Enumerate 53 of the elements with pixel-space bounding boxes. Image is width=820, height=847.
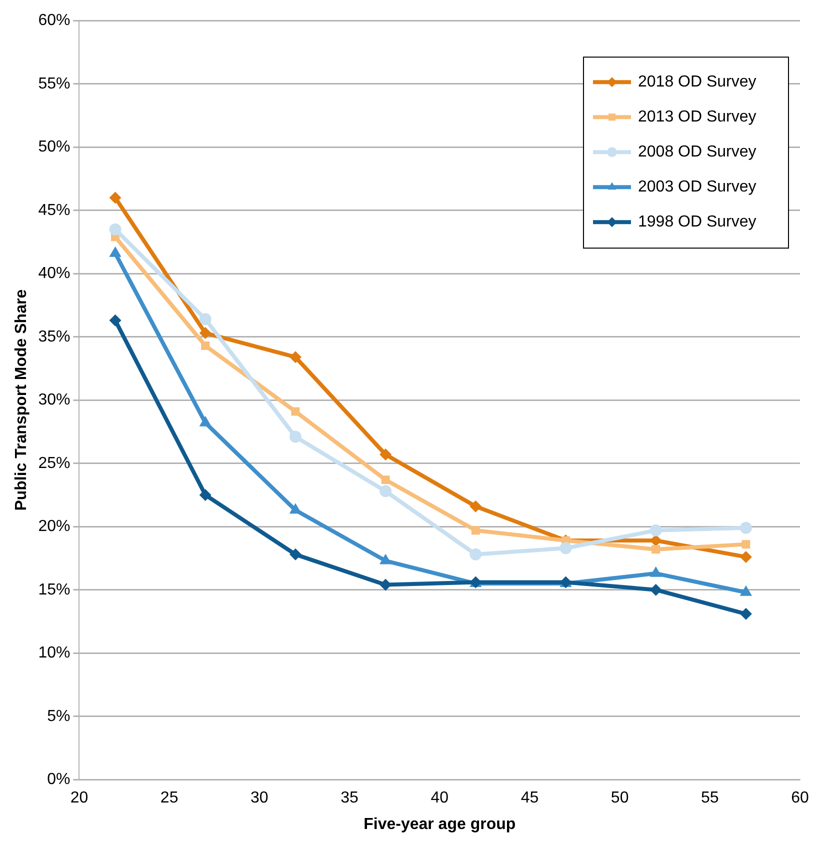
legend-label: 1998 OD Survey (638, 214, 756, 231)
point (199, 488, 212, 501)
point (109, 223, 122, 236)
point (380, 485, 392, 498)
legend-label: 2003 OD Survey (638, 178, 756, 196)
point (289, 430, 302, 443)
point (470, 500, 482, 512)
point (650, 524, 662, 536)
point (742, 540, 750, 549)
y-tick-label: 50% (38, 138, 70, 156)
point (740, 550, 752, 563)
y-tick-label: 60% (38, 12, 70, 30)
x-tick-label: 45 (520, 790, 539, 807)
x-tick-label: 35 (340, 790, 359, 807)
x-tick-label: 55 (701, 790, 719, 807)
legend-label: 2018 OD Survey (638, 74, 756, 91)
point (291, 407, 300, 416)
legend-label: 2013 OD Survey (638, 108, 756, 126)
point (652, 545, 660, 554)
point (289, 548, 302, 560)
point (471, 526, 480, 535)
x-tick-label: 30 (250, 790, 268, 807)
point (740, 608, 752, 620)
y-tick-label: 25% (38, 454, 70, 472)
point (740, 522, 752, 534)
y-tick-label: 30% (38, 392, 70, 409)
y-tick-label: 15% (38, 581, 70, 598)
point (109, 314, 122, 326)
x-tick-label: 20 (70, 790, 88, 807)
point (199, 313, 212, 326)
x-tick-label: 60 (791, 790, 809, 807)
x-axis-title: Five-year age group (364, 816, 516, 833)
point (470, 548, 482, 560)
x-tick-label: 40 (430, 790, 449, 807)
y-tick-label: 10% (38, 644, 70, 662)
y-tick-label: 35% (38, 328, 70, 346)
y-tick-label: 0% (47, 771, 70, 788)
point (199, 327, 212, 340)
point (109, 192, 122, 204)
y-tick-label: 5% (47, 708, 70, 725)
point (560, 542, 572, 554)
y-tick-label: 55% (38, 75, 70, 92)
y-tick-label: 20% (38, 518, 70, 536)
y-tick-label: 40% (38, 265, 70, 282)
x-tick-label: 25 (160, 790, 178, 807)
point (381, 476, 390, 484)
point (380, 448, 392, 460)
point (289, 351, 302, 364)
x-tick-label: 50 (610, 790, 629, 807)
point (201, 341, 210, 350)
legend-label: 2008 OD Survey (638, 144, 756, 161)
y-tick-label: 45% (38, 202, 70, 219)
y-axis-title: Public Transport Mode Share (13, 289, 30, 511)
